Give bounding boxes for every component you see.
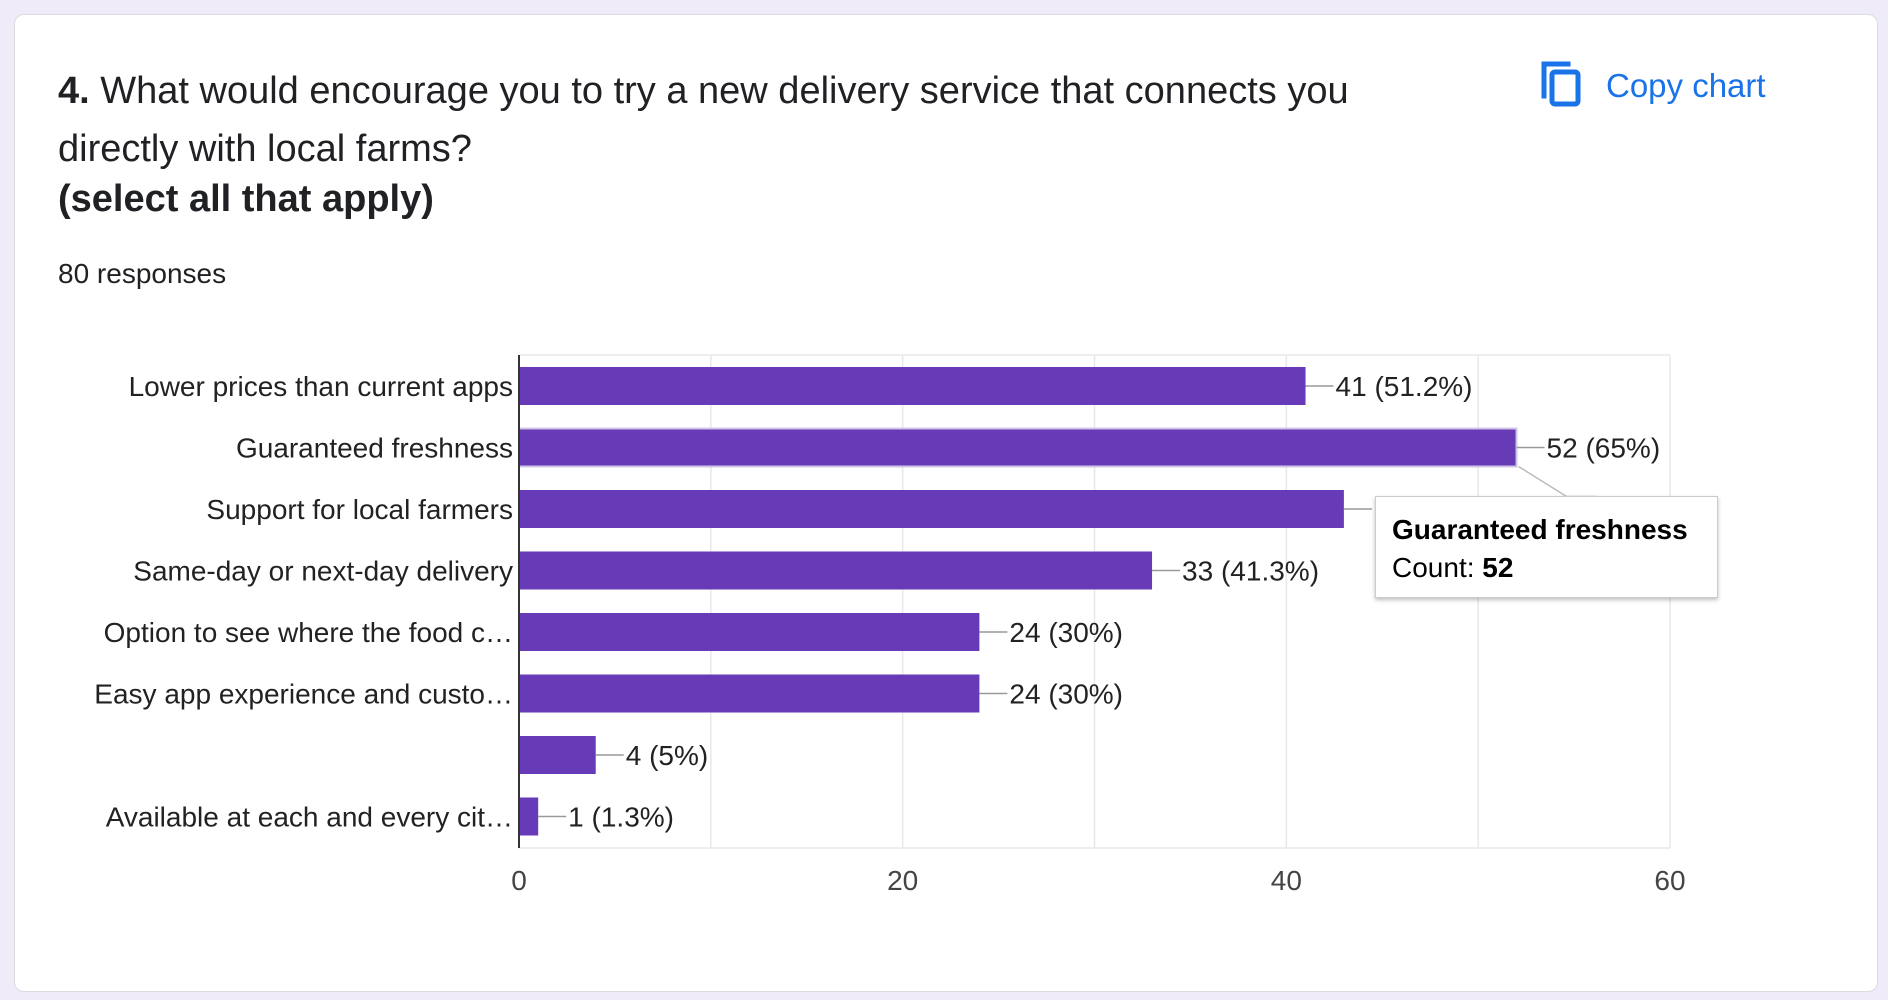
category-label: Option to see where the food c… xyxy=(104,617,513,648)
response-count: 80 responses xyxy=(58,258,227,289)
category-label: Lower prices than current apps xyxy=(129,371,513,402)
data-label: 1 (1.3%) xyxy=(568,802,674,833)
copy-icon xyxy=(1538,58,1582,113)
data-label: 41 (51.2%) xyxy=(1336,371,1473,402)
bar xyxy=(519,797,539,836)
bar xyxy=(518,427,1518,468)
bar xyxy=(519,674,980,713)
data-label: 24 (30%) xyxy=(1009,679,1123,710)
x-tick-label: 40 xyxy=(1271,865,1302,896)
x-tick-label: 20 xyxy=(887,865,918,896)
copy-chart-label: Copy chart xyxy=(1606,66,1766,104)
question-text: What would encourage you to try a new de… xyxy=(58,70,1349,170)
category-label: Guaranteed freshness xyxy=(236,433,513,464)
x-tick-label: 60 xyxy=(1654,865,1685,896)
question-subtitle: (select all that apply) xyxy=(58,178,434,220)
data-label: 33 (41.3%) xyxy=(1182,556,1319,587)
tooltip-count-value: 52 xyxy=(1482,552,1514,583)
category-label: Available at each and every cit… xyxy=(106,802,513,833)
data-label: 52 (65%) xyxy=(1547,433,1661,464)
tooltip-title: Guaranteed freshness xyxy=(1392,514,1688,545)
chart-tooltip: Guaranteed freshness Count: 52 xyxy=(1375,496,1718,598)
question-number: 4. xyxy=(58,70,90,112)
bar xyxy=(519,367,1306,405)
question-title: 4. What would encourage you to try a new… xyxy=(58,62,1458,178)
data-label: 24 (30%) xyxy=(1009,617,1123,648)
tooltip-count-label: Count: xyxy=(1392,552,1475,583)
bar xyxy=(519,490,1344,528)
category-label: Same-day or next-day delivery xyxy=(133,556,513,587)
tooltip-pointer xyxy=(1518,465,1597,498)
bar xyxy=(519,613,980,651)
bar xyxy=(519,736,596,774)
bar xyxy=(519,551,1153,590)
data-label: 4 (5%) xyxy=(626,740,708,771)
category-label: Support for local farmers xyxy=(206,494,513,525)
x-tick-label: 0 xyxy=(511,865,527,896)
tooltip-count: Count: 52 xyxy=(1392,549,1701,587)
copy-chart-button[interactable]: Copy chart xyxy=(1538,58,1766,113)
category-label: Easy app experience and custo… xyxy=(94,679,513,710)
